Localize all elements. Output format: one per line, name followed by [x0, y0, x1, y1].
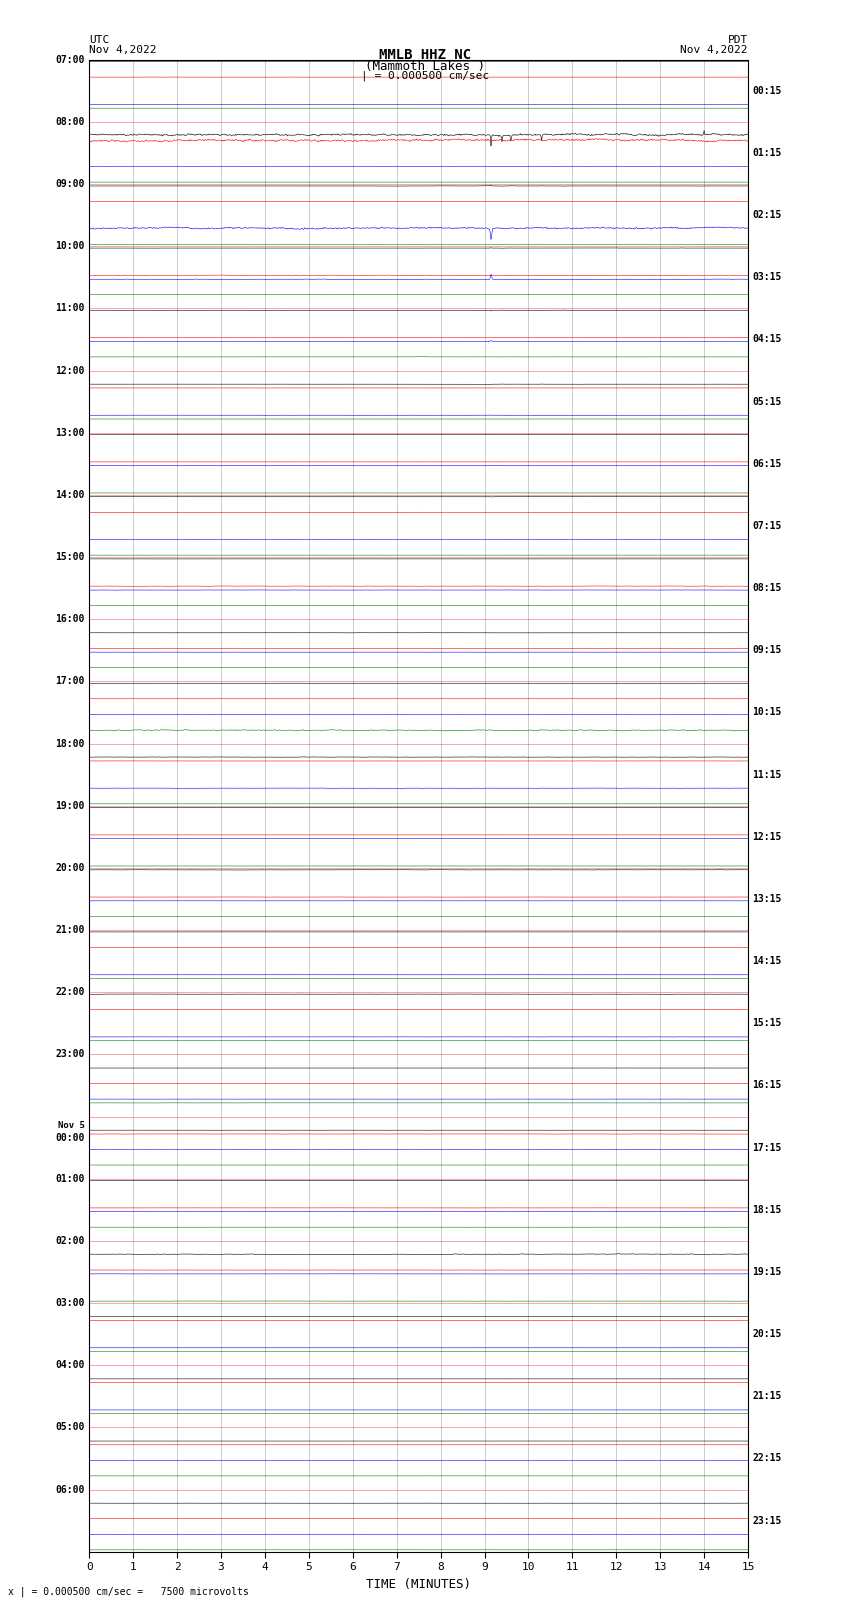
Text: 06:00: 06:00 [55, 1484, 85, 1495]
Text: 08:15: 08:15 [752, 584, 782, 594]
Text: 21:00: 21:00 [55, 924, 85, 936]
Text: 05:00: 05:00 [55, 1423, 85, 1432]
Text: 23:15: 23:15 [752, 1516, 782, 1526]
Text: UTC: UTC [89, 35, 110, 45]
Text: (Mammoth Lakes ): (Mammoth Lakes ) [365, 60, 485, 73]
Text: 13:00: 13:00 [55, 427, 85, 437]
Text: 02:15: 02:15 [752, 210, 782, 219]
Text: 01:15: 01:15 [752, 148, 782, 158]
Text: 10:15: 10:15 [752, 708, 782, 718]
Text: 21:15: 21:15 [752, 1392, 782, 1402]
Text: 07:15: 07:15 [752, 521, 782, 531]
Text: 00:00: 00:00 [55, 1132, 85, 1142]
Text: 14:15: 14:15 [752, 957, 782, 966]
Text: 17:00: 17:00 [55, 676, 85, 687]
Text: 15:15: 15:15 [752, 1018, 782, 1027]
Text: Nov 4,2022: Nov 4,2022 [681, 45, 748, 55]
Text: 17:15: 17:15 [752, 1142, 782, 1153]
Text: 15:00: 15:00 [55, 552, 85, 561]
Text: 02:00: 02:00 [55, 1236, 85, 1245]
Text: 08:00: 08:00 [55, 116, 85, 127]
X-axis label: TIME (MINUTES): TIME (MINUTES) [366, 1578, 471, 1590]
Text: 11:00: 11:00 [55, 303, 85, 313]
Text: 16:00: 16:00 [55, 615, 85, 624]
Text: 09:15: 09:15 [752, 645, 782, 655]
Text: 20:00: 20:00 [55, 863, 85, 873]
Text: PDT: PDT [728, 35, 748, 45]
Text: 01:00: 01:00 [55, 1174, 85, 1184]
Text: 19:00: 19:00 [55, 800, 85, 811]
Text: 18:15: 18:15 [752, 1205, 782, 1215]
Text: 07:00: 07:00 [55, 55, 85, 65]
Text: 20:15: 20:15 [752, 1329, 782, 1339]
Text: 06:15: 06:15 [752, 458, 782, 469]
Text: 11:15: 11:15 [752, 769, 782, 779]
Text: MMLB HHZ NC: MMLB HHZ NC [379, 48, 471, 63]
Text: 12:00: 12:00 [55, 366, 85, 376]
Text: 00:15: 00:15 [752, 85, 782, 95]
Text: 18:00: 18:00 [55, 739, 85, 748]
Text: | = 0.000500 cm/sec: | = 0.000500 cm/sec [361, 71, 489, 82]
Text: 04:15: 04:15 [752, 334, 782, 345]
Text: Nov 5: Nov 5 [58, 1121, 85, 1131]
Text: 23:00: 23:00 [55, 1050, 85, 1060]
Text: 05:15: 05:15 [752, 397, 782, 406]
Text: 19:15: 19:15 [752, 1266, 782, 1277]
Text: 03:15: 03:15 [752, 273, 782, 282]
Text: 12:15: 12:15 [752, 832, 782, 842]
Text: 09:00: 09:00 [55, 179, 85, 189]
Text: Nov 4,2022: Nov 4,2022 [89, 45, 156, 55]
Text: 22:15: 22:15 [752, 1453, 782, 1463]
Text: 03:00: 03:00 [55, 1298, 85, 1308]
Text: 10:00: 10:00 [55, 242, 85, 252]
Text: 13:15: 13:15 [752, 894, 782, 903]
Text: 16:15: 16:15 [752, 1081, 782, 1090]
Text: 22:00: 22:00 [55, 987, 85, 997]
Text: 04:00: 04:00 [55, 1360, 85, 1369]
Text: 14:00: 14:00 [55, 490, 85, 500]
Text: x | = 0.000500 cm/sec =   7500 microvolts: x | = 0.000500 cm/sec = 7500 microvolts [8, 1586, 249, 1597]
